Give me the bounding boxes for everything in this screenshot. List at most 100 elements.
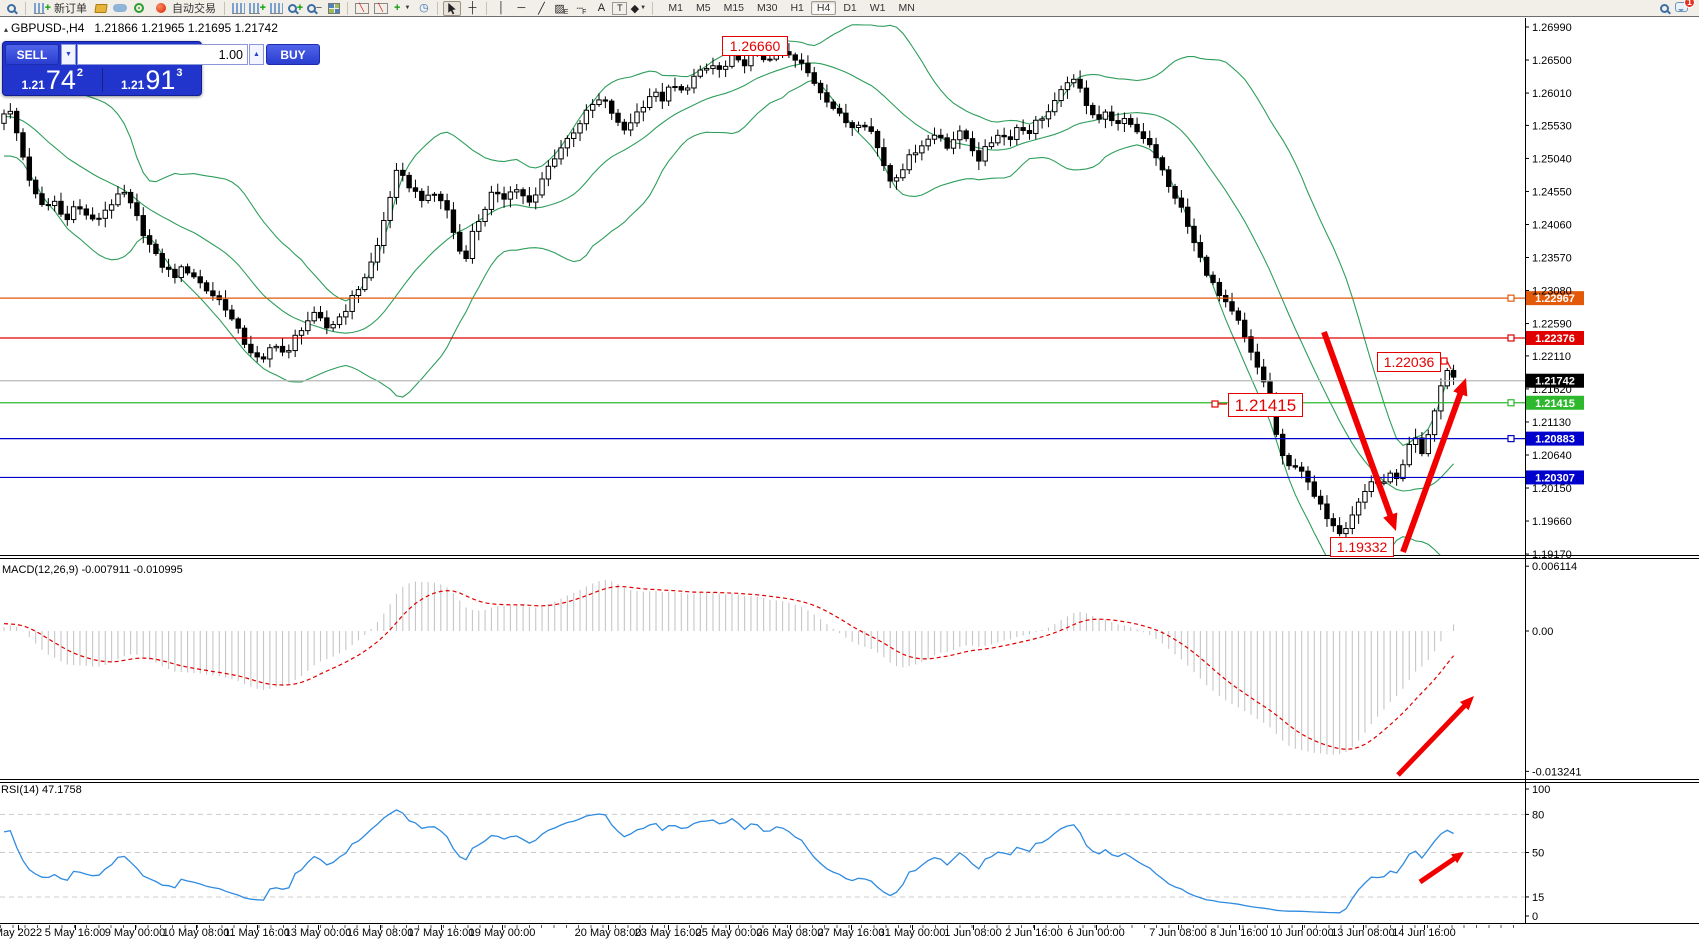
chart-canvas[interactable]: 1.229671.223761.217421.214151.208831.203… xyxy=(0,18,1699,926)
rsi-label: RSI(14) 47.1758 xyxy=(1,784,82,796)
time-label: 26 May 08:00 xyxy=(756,927,824,939)
line-handle xyxy=(1507,334,1515,342)
sell-price[interactable]: 1.21 74 2 xyxy=(5,66,100,94)
toolbar-separator xyxy=(486,1,488,15)
time-tick xyxy=(135,925,136,930)
time-label: 8 Jun 16:00 xyxy=(1210,927,1268,939)
buy-button[interactable]: BUY xyxy=(266,44,320,65)
arrows-tool[interactable]: ◆ ▼ xyxy=(630,2,647,15)
time-label: 2 Jun 16:00 xyxy=(1005,927,1063,939)
rsi-tick-label: 15 xyxy=(1532,892,1544,904)
indicator-subwindow-icon[interactable]: ╲ xyxy=(372,1,389,16)
timeframe-group: M1 M5 M15 M30 H1 H4 D1 W1 MN xyxy=(662,1,920,15)
time-tick xyxy=(912,925,913,930)
time-label: 13 Jun 08:00 xyxy=(1331,927,1395,939)
y-tick-label: 1.23570 xyxy=(1532,253,1572,265)
y-tick-label: 1.24550 xyxy=(1532,186,1572,198)
sell-price-figure: 1.21 xyxy=(21,78,45,92)
toolbar-separator xyxy=(25,1,26,15)
candle-chart-icon[interactable] xyxy=(268,1,285,16)
period-clock-icon[interactable]: ◷ xyxy=(419,1,429,14)
zoom-in-icon[interactable]: + xyxy=(287,1,304,16)
timeframe-h4[interactable]: H4 xyxy=(810,1,837,15)
new-order-button[interactable]: + 新订单 xyxy=(31,1,90,16)
macd-tick-label: -0.013241 xyxy=(1532,766,1582,778)
broadcast-icon[interactable] xyxy=(130,1,147,16)
timeframe-w1[interactable]: W1 xyxy=(869,2,886,14)
volume-decrease-button[interactable]: ▼ xyxy=(61,44,76,65)
chevron-down-icon: ▼ xyxy=(404,5,411,11)
time-tick xyxy=(973,925,974,930)
y-tick-label: 1.20150 xyxy=(1532,483,1572,495)
timeframe-d1[interactable]: D1 xyxy=(843,2,857,14)
timeframe-h1[interactable]: H1 xyxy=(790,2,804,14)
horizontal-line-tool[interactable]: ─ xyxy=(517,2,526,14)
timeframe-mn[interactable]: MN xyxy=(898,2,915,14)
buy-price[interactable]: 1.21 91 3 xyxy=(105,66,200,94)
chart-title: ▴ GBPUSD-,H4 1.21866 1.21965 1.21695 1.217… xyxy=(4,21,278,35)
svg-text:1.21742: 1.21742 xyxy=(1535,376,1575,388)
ohlc-values: 1.21866 1.21965 1.21695 1.21742 xyxy=(94,21,278,35)
timeframe-m15[interactable]: M15 xyxy=(723,2,745,14)
svg-text:1.21415: 1.21415 xyxy=(1535,398,1575,410)
timeframe-m30[interactable]: M30 xyxy=(757,2,778,14)
search-icon[interactable] xyxy=(1656,1,1673,16)
callout-anchor xyxy=(1211,400,1219,408)
toolbar-separator xyxy=(224,1,225,15)
community-icon[interactable] xyxy=(111,1,128,16)
price-badge xyxy=(1526,395,1584,410)
rsi-tick-label: 0 xyxy=(1532,911,1538,923)
zoom-out-icon[interactable]: − xyxy=(306,1,323,16)
rsi-tick-label: 50 xyxy=(1532,848,1544,860)
time-tick xyxy=(729,925,730,930)
cursor-tool[interactable] xyxy=(443,0,462,16)
buy-price-pips: 91 xyxy=(145,65,176,96)
text-label-tool[interactable]: T xyxy=(612,1,628,15)
time-tick xyxy=(608,925,609,930)
tile-windows-icon[interactable] xyxy=(325,1,342,16)
volume-increase-button[interactable]: ▲ xyxy=(249,44,264,65)
macd-label: MACD(12,26,9) -0.007911 -0.010995 xyxy=(2,564,183,576)
add-indicator-dropdown[interactable]: + ▼ xyxy=(394,2,411,14)
time-label: 7 Jun 08:00 xyxy=(1149,927,1207,939)
market-watch-icon[interactable] xyxy=(92,1,109,16)
timeframe-m5[interactable]: M5 xyxy=(695,2,711,14)
trend-arrow xyxy=(1418,852,1464,885)
sell-price-point: 2 xyxy=(76,67,84,79)
line-handle xyxy=(1507,399,1515,407)
trendline-tool[interactable]: ╱ xyxy=(538,2,545,15)
tick-chart-icon[interactable] xyxy=(230,1,247,16)
timeframe-m1[interactable]: M1 xyxy=(668,2,683,14)
main-toolbar: + 新订单 自动交易 + + − ╲ ╲ + ▼ ◷ ┼ │ ─ ╱ ▨ E ┄ F … xyxy=(0,0,1699,17)
auto-trading-button[interactable]: 自动交易 xyxy=(149,1,219,16)
crosshair-tool[interactable]: ┼ xyxy=(468,2,477,14)
vertical-line-tool[interactable]: │ xyxy=(497,2,505,14)
time-tick xyxy=(1178,925,1179,930)
notifications-button[interactable]: 1 xyxy=(1675,0,1695,15)
svg-text:1.20307: 1.20307 xyxy=(1535,472,1575,484)
callout-anchor xyxy=(1440,357,1448,365)
time-label: 25 May 00:00 xyxy=(695,927,763,939)
new-order-icon: + xyxy=(34,1,51,16)
equidistant-channel-tool[interactable]: ▨ E xyxy=(554,2,569,16)
time-tick xyxy=(380,925,381,930)
time-label: 1 Jun 08:00 xyxy=(944,927,1002,939)
sell-button[interactable]: SELL xyxy=(5,44,59,65)
price-divider xyxy=(101,68,103,92)
text-tool[interactable]: A xyxy=(597,2,606,14)
fibonacci-tool[interactable]: ┄ F xyxy=(576,2,587,16)
y-tick-label: 1.25530 xyxy=(1532,120,1572,132)
volume-input[interactable] xyxy=(77,44,248,65)
time-label: 31 May 00:00 xyxy=(878,927,946,939)
cursor-icon xyxy=(448,2,457,14)
bar-chart-icon[interactable]: + xyxy=(249,1,266,16)
time-label: 13 May 00:00 xyxy=(284,927,352,939)
search-icon[interactable] xyxy=(3,1,20,16)
time-label: 16 May 08:00 xyxy=(346,927,414,939)
toolbar-separator xyxy=(347,1,348,15)
time-label: 27 May 16:00 xyxy=(817,927,885,939)
time-label: 20 May 08:00 xyxy=(574,927,642,939)
svg-text:1.22967: 1.22967 xyxy=(1535,293,1575,305)
indicator-window-icon[interactable]: ╲ xyxy=(353,1,370,16)
